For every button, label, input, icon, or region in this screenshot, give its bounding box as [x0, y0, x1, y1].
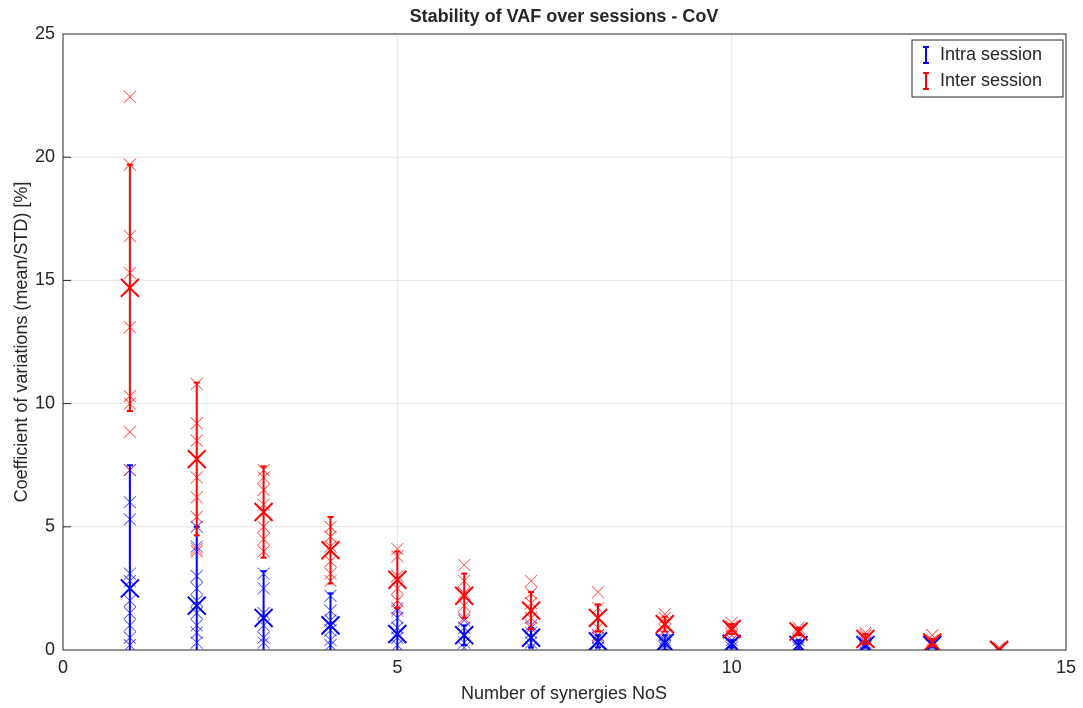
x-tick-label: 15: [1056, 657, 1076, 677]
sample-point: [391, 542, 404, 556]
y-tick-label: 20: [35, 146, 55, 166]
mean-marker: [120, 278, 140, 298]
y-tick-label: 10: [35, 392, 55, 412]
mean-marker: [855, 635, 876, 650]
sample-point: [992, 641, 1006, 650]
sample-point: [524, 574, 538, 588]
y-tick-label: 25: [35, 23, 55, 43]
legend-symbol: [923, 46, 929, 64]
y-tick-label: 5: [45, 516, 55, 536]
x-axis-label: Number of synergies NoS: [461, 683, 667, 703]
mean-marker: [454, 625, 474, 645]
y-tick-label: 0: [45, 639, 55, 659]
mean-marker: [320, 615, 341, 636]
mean-marker: [588, 608, 608, 628]
mean-marker: [521, 627, 541, 648]
mean-marker: [922, 632, 942, 650]
plot-area: [63, 34, 1066, 650]
mean-marker: [655, 632, 675, 650]
y-axis-label: Coefficient of variations (mean/STD) [%]: [11, 182, 31, 503]
legend-box: [911, 39, 1064, 98]
mean-marker: [187, 595, 207, 616]
sample-point: [123, 90, 137, 104]
legend: Intra session Inter session: [911, 39, 1064, 98]
axes-box: [62, 33, 1067, 651]
y-tick-label: 15: [35, 269, 55, 289]
legend-label: Inter session: [940, 70, 1042, 90]
mean-marker: [788, 621, 809, 642]
mean-marker: [454, 586, 474, 606]
mean-marker: [788, 635, 809, 650]
data: [120, 90, 1009, 650]
mean-marker: [721, 619, 742, 639]
sample-point: [123, 425, 137, 439]
sample-point: [457, 641, 471, 650]
sample-point: [658, 607, 672, 621]
x-tick-label: 5: [392, 657, 402, 677]
mean-marker: [387, 624, 408, 644]
mean-marker: [588, 631, 608, 650]
mean-marker: [187, 449, 207, 469]
x-tick-label: 10: [722, 657, 742, 677]
x-tick-label: 0: [58, 657, 68, 677]
mean-marker: [253, 502, 274, 522]
mean-marker: [655, 614, 675, 634]
sample-point: [725, 616, 738, 630]
sample-point: [457, 558, 471, 572]
mean-marker: [387, 570, 408, 590]
mean-marker: [320, 540, 341, 560]
chart-title: Stability of VAF over sessions - CoV: [410, 6, 719, 26]
mean-marker: [120, 578, 140, 599]
mean-marker: [253, 608, 274, 628]
mean-marker: [855, 629, 876, 649]
mean-marker: [521, 600, 541, 621]
legend-label: Intra session: [940, 44, 1042, 64]
mean-marker: [989, 640, 1009, 650]
sample-point: [859, 626, 872, 640]
sample-point: [591, 585, 605, 599]
sample-point: [457, 614, 471, 627]
legend-symbol: [923, 72, 929, 90]
